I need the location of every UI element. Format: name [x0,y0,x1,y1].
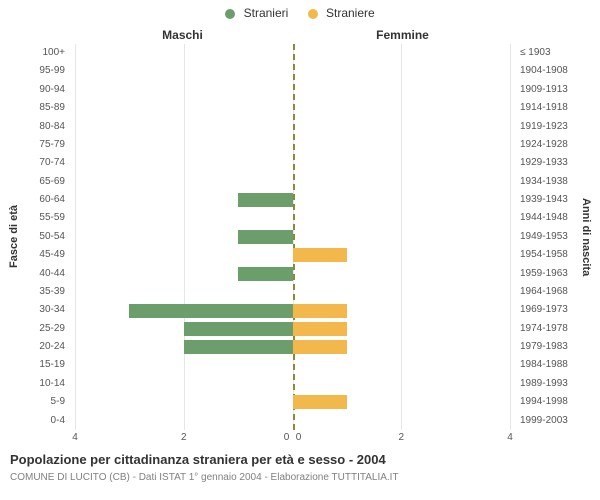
y-label-years: 1914-1918 [515,99,595,117]
y-label-age: 45-49 [0,246,70,264]
y-label-years: 1999-2003 [515,412,595,430]
y-label-years: 1924-1928 [515,136,595,154]
age-row [75,246,510,264]
y-label-years: 1979-1983 [515,338,595,356]
age-row [75,44,510,62]
y-label-age: 100+ [0,44,70,62]
y-label-years: 1944-1948 [515,209,595,227]
column-title-female: Femmine [295,28,510,42]
age-row [75,338,510,356]
age-row [75,320,510,338]
y-label-years: 1954-1958 [515,246,595,264]
y-label-age: 5-9 [0,393,70,411]
x-tick-label: 2 [174,432,194,443]
age-row [75,265,510,283]
age-row [75,154,510,172]
legend-item-male: Stranieri [225,6,288,20]
y-label-age: 15-19 [0,356,70,374]
y-label-age: 50-54 [0,228,70,246]
bar-male [184,340,293,354]
y-label-age: 35-39 [0,283,70,301]
y-label-age: 25-29 [0,320,70,338]
y-label-age: 65-69 [0,173,70,191]
y-label-years: 1969-1973 [515,301,595,319]
bar-male [238,230,292,244]
y-label-years: ≤ 1903 [515,44,595,62]
y-label-years: 1934-1938 [515,173,595,191]
legend-swatch-female [308,9,318,19]
grid-line [510,44,511,430]
y-label-years: 1959-1963 [515,265,595,283]
y-label-age: 60-64 [0,191,70,209]
bar-male [238,267,292,281]
y-label-years: 1904-1908 [515,62,595,80]
age-row [75,118,510,136]
age-row [75,412,510,430]
population-pyramid-chart: Stranieri Straniere Maschi Femmine Fasce… [0,0,600,500]
age-row [75,191,510,209]
y-label-age: 40-44 [0,265,70,283]
y-label-age: 55-59 [0,209,70,227]
age-row [75,136,510,154]
bar-male [238,193,292,207]
y-label-years: 1909-1913 [515,81,595,99]
age-row [75,62,510,80]
chart-subtitle: COMUNE DI LUCITO (CB) - Dati ISTAT 1° ge… [10,472,399,483]
bar-female [293,395,347,409]
age-row [75,375,510,393]
legend-item-female: Straniere [308,6,375,20]
age-row [75,173,510,191]
y-label-years: 1919-1923 [515,118,595,136]
x-tick-label: 4 [500,432,520,443]
y-label-age: 30-34 [0,301,70,319]
y-label-age: 20-24 [0,338,70,356]
bar-female [293,248,347,262]
bar-female [293,340,347,354]
y-label-age: 85-89 [0,99,70,117]
y-label-years: 1984-1988 [515,356,595,374]
y-label-years: 1949-1953 [515,228,595,246]
bar-female [293,322,347,336]
x-tick-label: 0 [289,432,309,443]
age-row [75,99,510,117]
y-label-age: 90-94 [0,81,70,99]
y-label-age: 70-74 [0,154,70,172]
legend-label-male: Stranieri [244,6,289,20]
y-label-years: 1974-1978 [515,320,595,338]
y-label-age: 80-84 [0,118,70,136]
legend: Stranieri Straniere [0,6,600,20]
legend-label-female: Straniere [326,6,375,20]
column-title-male: Maschi [75,28,290,42]
age-row [75,356,510,374]
y-label-years: 1964-1968 [515,283,595,301]
legend-swatch-male [225,9,235,19]
y-label-years: 1939-1943 [515,191,595,209]
age-row [75,81,510,99]
bar-male [184,322,293,336]
age-row [75,209,510,227]
bar-male [129,304,292,318]
y-label-age: 10-14 [0,375,70,393]
age-row [75,393,510,411]
y-label-age: 0-4 [0,412,70,430]
chart-title: Popolazione per cittadinanza straniera p… [10,452,386,467]
x-tick-label: 2 [391,432,411,443]
y-label-years: 1929-1933 [515,154,595,172]
y-label-age: 75-79 [0,136,70,154]
bar-female [293,304,347,318]
y-label-age: 95-99 [0,62,70,80]
y-label-years: 1989-1993 [515,375,595,393]
age-row [75,228,510,246]
x-tick-label: 4 [65,432,85,443]
y-label-years: 1994-1998 [515,393,595,411]
age-row [75,301,510,319]
age-row [75,283,510,301]
plot-area [75,44,510,430]
